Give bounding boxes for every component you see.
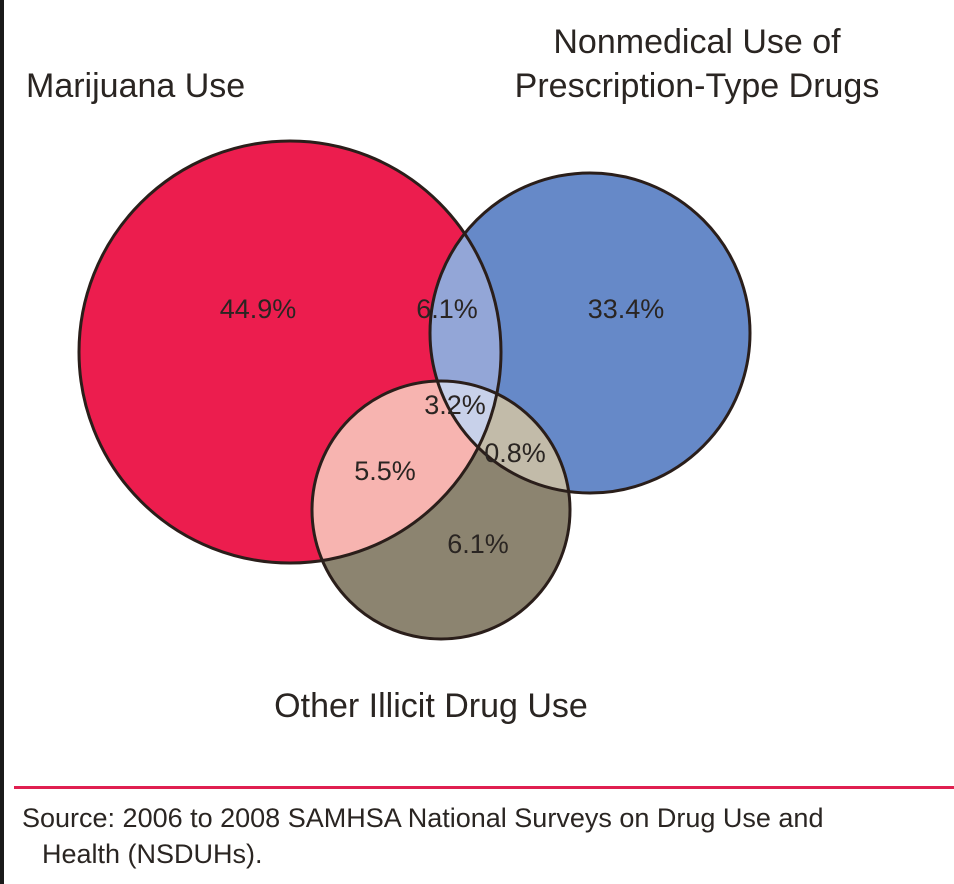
source-note: Source: 2006 to 2008 SAMHSA National Sur… bbox=[22, 800, 947, 872]
source-line-1: Source: 2006 to 2008 SAMHSA National Sur… bbox=[22, 803, 824, 833]
marijuana-prescription-value: 6.1% bbox=[416, 294, 478, 324]
prescription-circle-outline bbox=[428, 171, 752, 495]
prescription-set-label-line1: Nonmedical Use of bbox=[553, 23, 841, 61]
other-circle-outline bbox=[310, 379, 572, 641]
prescription-other-value: 0.8% bbox=[484, 438, 546, 468]
left-border-rule bbox=[0, 0, 4, 884]
source-divider bbox=[14, 786, 954, 789]
other-only-value: 6.1% bbox=[447, 529, 509, 559]
other-set-label: Other Illicit Drug Use bbox=[274, 687, 588, 725]
venn-diagram: Marijuana Use Nonmedical Use of Prescrip… bbox=[26, 23, 880, 725]
marijuana-only-value: 44.9% bbox=[220, 294, 297, 324]
marijuana-circle-outline bbox=[77, 139, 503, 565]
source-line-2: Health (NSDUHs). bbox=[42, 839, 263, 869]
marijuana-set-label: Marijuana Use bbox=[26, 67, 245, 105]
prescription-only-value: 33.4% bbox=[588, 294, 665, 324]
prescription-set-label-line2: Prescription-Type Drugs bbox=[515, 67, 880, 105]
all-three-value: 3.2% bbox=[424, 390, 486, 420]
region-prescription-other bbox=[430, 381, 570, 493]
marijuana-other-value: 5.5% bbox=[354, 456, 416, 486]
